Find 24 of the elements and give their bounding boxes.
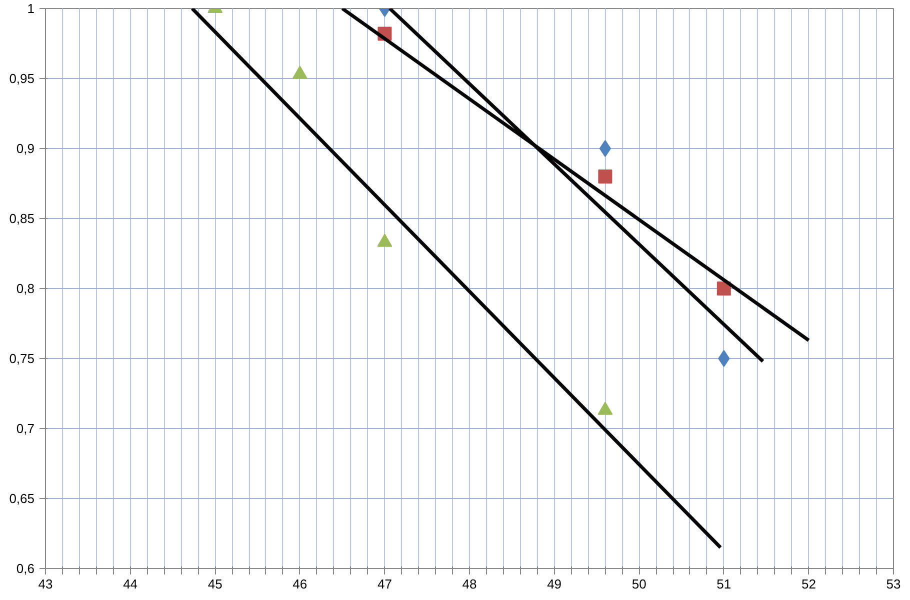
y-tick-label: 0,85: [9, 211, 35, 226]
x-tick-label: 47: [377, 576, 392, 592]
x-tick-label: 51: [716, 576, 732, 592]
x-tick-label: 53: [886, 576, 901, 592]
y-tick-label: 0,8: [16, 281, 35, 296]
y-tick-label: 0,95: [9, 71, 35, 86]
x-tick-label: 52: [801, 576, 816, 592]
x-tick-label: 50: [632, 576, 646, 592]
point: [598, 170, 612, 184]
y-tick-label: 0,65: [9, 491, 35, 506]
point: [377, 234, 392, 247]
x-tick-label: 44: [123, 576, 138, 592]
x-tick-label: 45: [208, 576, 222, 592]
x-tick-label: 48: [462, 576, 477, 592]
y-tick-label: 0,75: [9, 351, 35, 366]
point: [598, 402, 613, 415]
y-tick-label: 0,6: [16, 561, 35, 576]
y-tick-label: 1: [27, 1, 35, 16]
x-tick-label: 49: [547, 576, 562, 592]
y-tick-label: 0,7: [16, 421, 35, 436]
y-tick-label: 0,9: [16, 141, 35, 156]
x-tick-label: 46: [292, 576, 308, 592]
point: [599, 140, 612, 157]
x-tick-label: 43: [38, 576, 53, 592]
